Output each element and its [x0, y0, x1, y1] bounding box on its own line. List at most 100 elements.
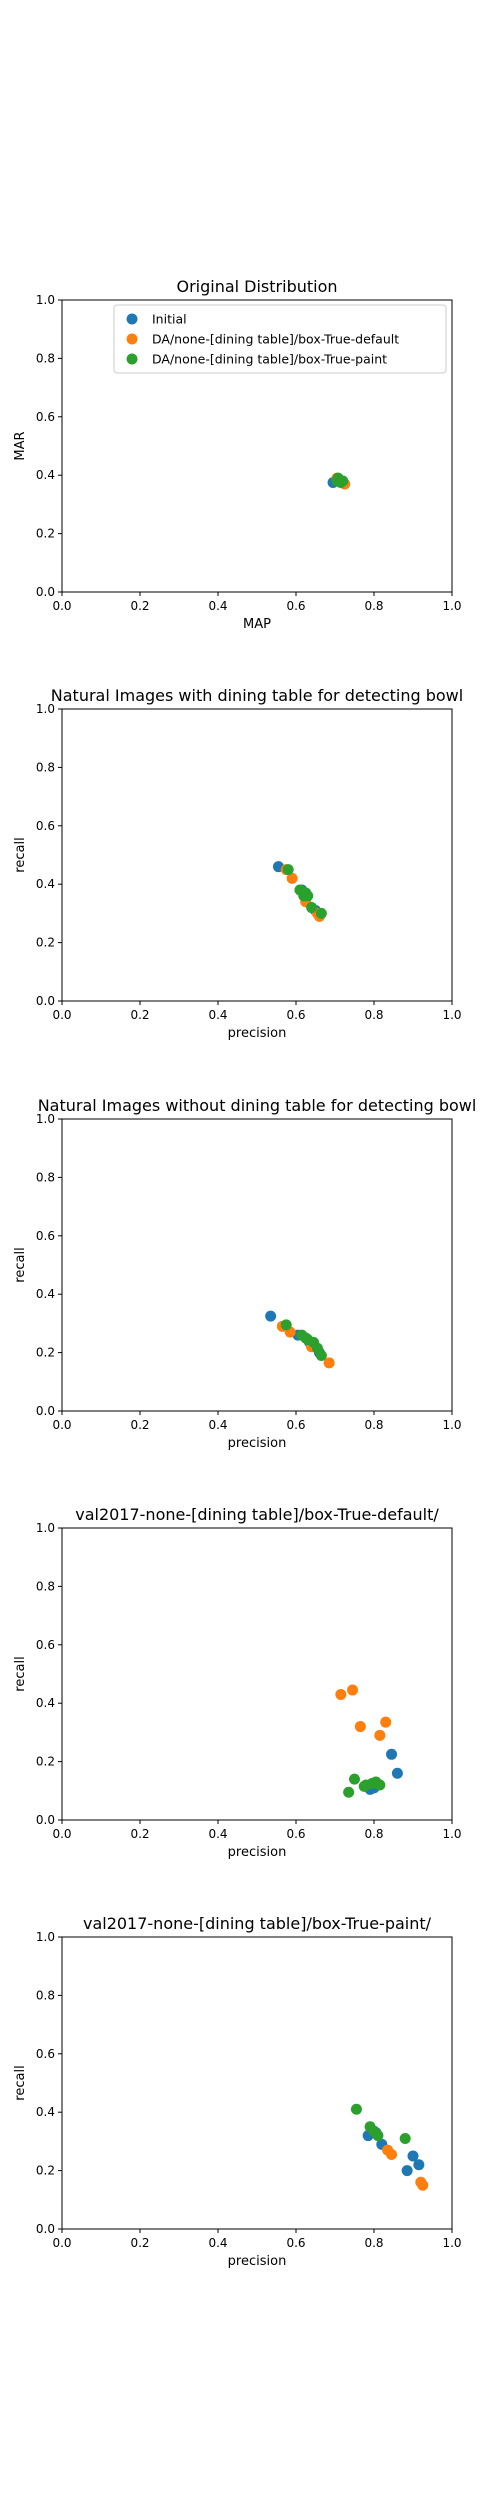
x-tick-label: 0.0: [52, 2236, 71, 2250]
data-point: [355, 1721, 366, 1732]
x-tick-label: 0.2: [130, 1827, 149, 1841]
y-tick-label: 0.6: [36, 1229, 55, 1243]
y-axis-label: recall: [13, 1247, 28, 1282]
legend-marker: [127, 314, 138, 325]
y-tick-label: 0.6: [36, 1638, 55, 1652]
y-tick-label: 0.0: [36, 994, 55, 1008]
data-point: [372, 2130, 383, 2141]
y-tick-label: 0.6: [36, 819, 55, 833]
data-point: [281, 1319, 292, 1330]
data-point: [316, 908, 327, 919]
data-point: [402, 2165, 413, 2176]
data-point: [386, 2149, 397, 2160]
data-point: [343, 1787, 354, 1798]
data-point: [349, 1774, 360, 1785]
x-axis-label: precision: [228, 2254, 287, 2269]
y-tick-label: 0.2: [36, 936, 55, 950]
x-tick-label: 0.2: [130, 1418, 149, 1432]
y-tick-label: 0.2: [36, 1346, 55, 1360]
y-tick-label: 0.4: [36, 1287, 55, 1301]
data-point: [347, 1685, 358, 1696]
data-point: [400, 2133, 411, 2144]
data-point: [306, 902, 317, 913]
data-point: [413, 2159, 424, 2170]
chart-title: Original Distribution: [176, 277, 337, 296]
chart-1: Original Distribution 0.0 0.2 0.4 0.6 0.8 1.0 0…: [13, 277, 462, 632]
y-tick-label: 0.0: [36, 1404, 55, 1418]
y-tick-label: 0.8: [36, 1988, 55, 2002]
y-tick-label: 0.6: [36, 2047, 55, 2061]
data-point: [302, 1334, 313, 1345]
x-tick-label: 1.0: [442, 2236, 461, 2250]
chart-title: Natural Images with dining table for det…: [51, 686, 463, 705]
x-tick-label: 0.8: [364, 1827, 383, 1841]
data-point: [351, 2104, 362, 2115]
x-tick-label: 0.2: [130, 599, 149, 613]
x-tick-label: 1.0: [442, 1418, 461, 1432]
chart-title: val2017-none-[dining table]/box-True-def…: [75, 1505, 439, 1524]
y-tick-label: 0.4: [36, 877, 55, 891]
data-point: [374, 1779, 385, 1790]
data-point: [374, 1730, 385, 1741]
y-tick-label: 0.8: [36, 1170, 55, 1184]
x-tick-label: 0.2: [130, 1008, 149, 1022]
plot-frame: [62, 709, 452, 1001]
legend-label: Initial: [152, 312, 187, 327]
y-tick-label: 1.0: [36, 1112, 55, 1126]
y-tick-label: 0.0: [36, 2222, 55, 2236]
x-tick-label: 0.0: [52, 1418, 71, 1432]
y-tick-label: 0.8: [36, 760, 55, 774]
chart-5: val2017-none-[dining table]/box-True-pai…: [13, 1914, 462, 2269]
data-point: [316, 1350, 327, 1361]
x-tick-label: 0.0: [52, 599, 71, 613]
chart-title: val2017-none-[dining table]/box-True-pai…: [83, 1914, 432, 1933]
y-axis-label: recall: [13, 837, 28, 872]
data-point: [417, 2180, 428, 2191]
x-tick-label: 1.0: [442, 1827, 461, 1841]
y-axis-label: recall: [13, 1656, 28, 1691]
data-point: [283, 864, 294, 875]
data-point: [335, 1689, 346, 1700]
y-tick-label: 0.2: [36, 2164, 55, 2178]
x-tick-label: 0.4: [208, 599, 227, 613]
y-tick-label: 0.2: [36, 527, 55, 541]
x-axis-label: MAP: [243, 617, 271, 632]
data-point: [359, 1781, 370, 1792]
legend-label: DA/none-[dining table]/box-True-default: [152, 332, 399, 347]
x-axis-label: precision: [228, 1436, 287, 1451]
data-point: [333, 473, 344, 484]
x-tick-label: 0.2: [130, 2236, 149, 2250]
x-tick-label: 0.6: [286, 1008, 305, 1022]
x-tick-label: 1.0: [442, 599, 461, 613]
x-tick-label: 0.4: [208, 1827, 227, 1841]
chart-3: Natural Images without dining table for …: [13, 1096, 476, 1451]
y-axis-label: recall: [13, 2065, 28, 2100]
y-axis-label: MAR: [13, 431, 28, 460]
y-tick-label: 0.4: [36, 468, 55, 482]
data-point: [380, 1717, 391, 1728]
y-tick-label: 1.0: [36, 702, 55, 716]
chart-4: val2017-none-[dining table]/box-True-def…: [13, 1505, 462, 1860]
x-tick-label: 0.4: [208, 1008, 227, 1022]
x-tick-label: 0.8: [364, 599, 383, 613]
x-tick-label: 1.0: [442, 1008, 461, 1022]
x-axis-label: precision: [228, 1845, 287, 1860]
y-tick-label: 0.2: [36, 1755, 55, 1769]
y-tick-label: 0.0: [36, 1813, 55, 1827]
data-point: [386, 1749, 397, 1760]
legend-marker: [127, 354, 138, 365]
x-tick-label: 0.4: [208, 1418, 227, 1432]
x-tick-label: 0.4: [208, 2236, 227, 2250]
plot-frame: [62, 1119, 452, 1411]
x-tick-label: 0.6: [286, 599, 305, 613]
x-tick-label: 0.8: [364, 1008, 383, 1022]
x-tick-label: 0.6: [286, 1827, 305, 1841]
x-tick-label: 0.8: [364, 1418, 383, 1432]
legend-marker: [127, 334, 138, 345]
y-tick-label: 1.0: [36, 293, 55, 307]
y-tick-label: 0.4: [36, 1696, 55, 1710]
y-tick-label: 0.8: [36, 351, 55, 365]
x-tick-label: 0.0: [52, 1008, 71, 1022]
x-tick-label: 0.0: [52, 1827, 71, 1841]
